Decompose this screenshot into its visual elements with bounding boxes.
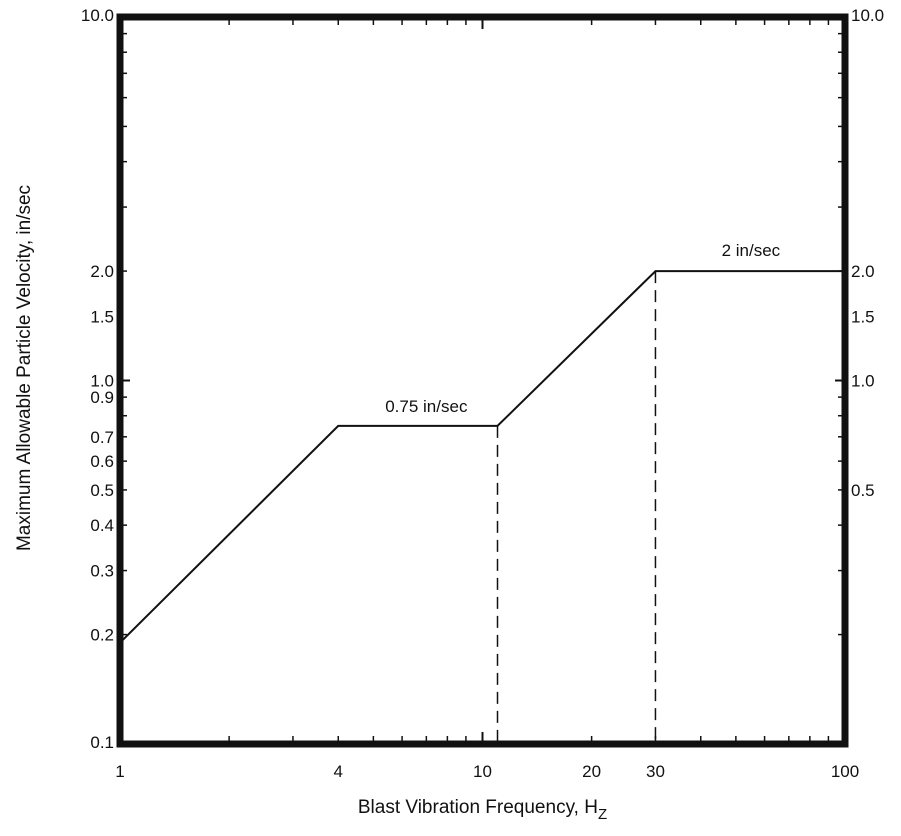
major-ticks	[120, 17, 845, 744]
y-tick-label-left: 0.7	[90, 428, 114, 447]
x-tick-label: 1	[115, 762, 124, 781]
y-axis-title: Maximum Allowable Particle Velocity, in/…	[14, 185, 35, 551]
tick-labels: 1 4 10 20 30 10010.02.01.51.00.90.70.60.50.40…	[81, 6, 884, 781]
annotation-label: 0.75 in/sec	[385, 397, 468, 416]
x-tick-label: 30	[646, 762, 665, 781]
y-tick-label-right: 0.5	[851, 481, 875, 500]
y-tick-label-left: 0.2	[90, 626, 114, 645]
y-tick-label-right: 2.0	[851, 262, 875, 281]
y-tick-label-left: 1.5	[90, 307, 114, 326]
y-tick-label-left: 2.0	[90, 262, 114, 281]
y-tick-label-left: 0.5	[90, 481, 114, 500]
series-layer	[119, 270, 846, 644]
x-tick-label: 10	[473, 762, 492, 781]
annotation-label: 2 in/sec	[722, 241, 781, 260]
x-tick-label: 4	[334, 762, 343, 781]
dashed-lines	[496, 271, 657, 744]
x-axis-title-main: Blast Vibration Frequency, H	[358, 797, 598, 818]
y-tick-label-left: 0.9	[90, 388, 114, 407]
x-tick-label: 20	[582, 762, 601, 781]
y-tick-label-right: 1.5	[851, 307, 875, 326]
y-tick-label-left: 0.6	[90, 452, 114, 471]
y-tick-label-left: 10.0	[81, 6, 114, 25]
y-tick-label-left: 0.1	[90, 733, 114, 752]
y-tick-label-left: 0.4	[90, 516, 114, 535]
x-axis-title: Blast Vibration Frequency, HZ	[358, 797, 607, 823]
x-axis-title-subscript: Z	[598, 806, 607, 823]
y-tick-label-left: 0.3	[90, 562, 114, 581]
y-tick-label-right: 1.0	[851, 372, 875, 391]
minor-ticks	[120, 17, 845, 744]
annotations: 0.75 in/sec 2 in/sec	[385, 241, 780, 416]
series-line	[119, 270, 845, 644]
y-tick-label-left: 1.0	[90, 372, 114, 391]
y-tick-label-right: 10.0	[851, 6, 884, 25]
plot-frame	[116, 13, 849, 748]
x-tick-label: 100	[831, 762, 859, 781]
